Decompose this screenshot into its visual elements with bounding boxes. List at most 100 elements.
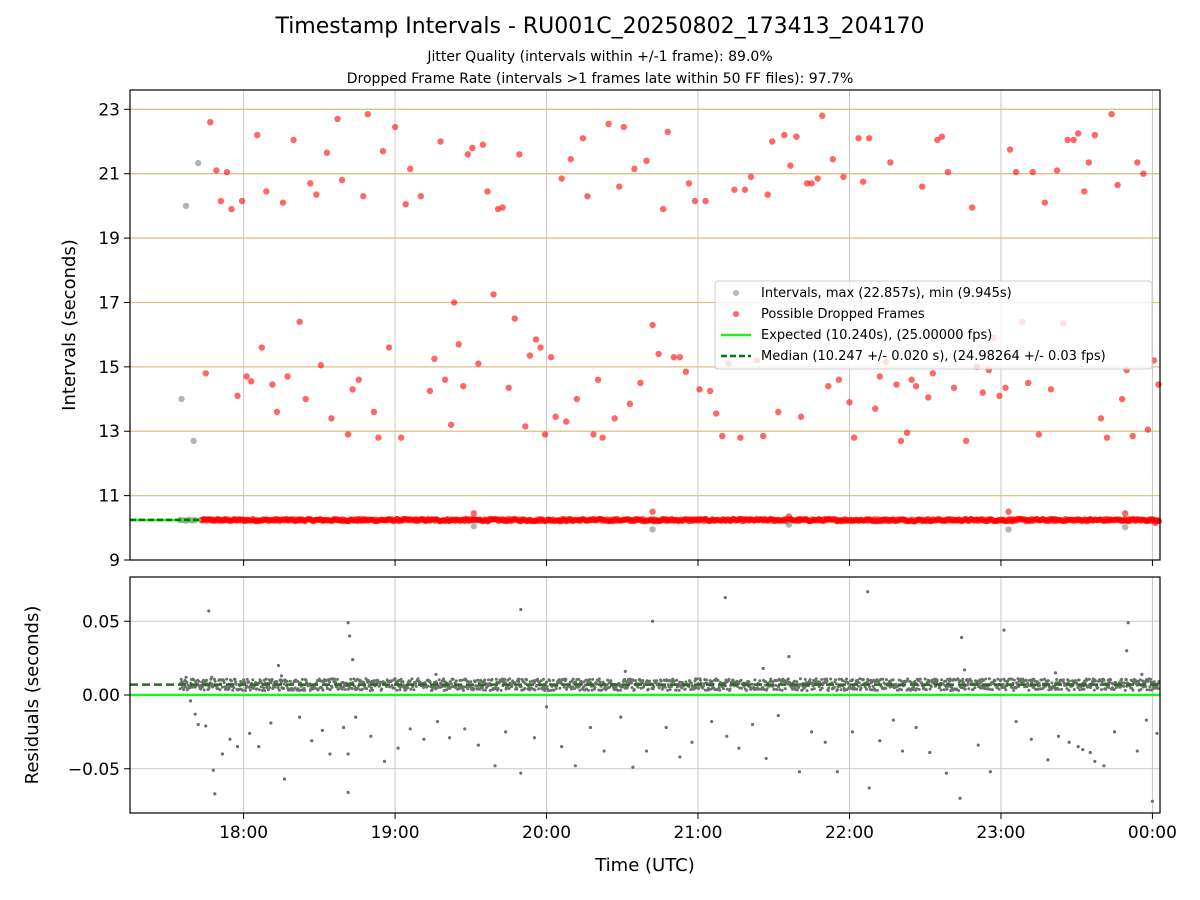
top-ytick-label: 13 bbox=[98, 422, 120, 442]
dropped-frame-point bbox=[781, 131, 788, 139]
dropped-frame-point bbox=[855, 135, 862, 142]
dropped-frame-point bbox=[431, 355, 438, 363]
residual-point bbox=[697, 687, 701, 690]
residual-point bbox=[619, 715, 623, 719]
chart-title: Timestamp Intervals - RU001C_20250802_17… bbox=[275, 14, 925, 39]
residual-point bbox=[1072, 688, 1076, 691]
residual-point bbox=[398, 688, 402, 692]
dropped-frame-point bbox=[360, 193, 367, 200]
dropped-frame-point bbox=[552, 413, 559, 420]
dropped-frame-point bbox=[450, 299, 458, 306]
dropped-frame-point bbox=[247, 378, 255, 385]
residual-point bbox=[1120, 677, 1123, 681]
residual-point bbox=[393, 686, 396, 690]
residual-point bbox=[777, 685, 781, 689]
residual-point bbox=[745, 688, 748, 692]
residual-point bbox=[1146, 679, 1150, 683]
residual-point bbox=[928, 750, 932, 755]
dropped-frame-point bbox=[391, 123, 399, 131]
residual-point bbox=[507, 687, 511, 691]
residual-point bbox=[834, 682, 838, 686]
residual-point bbox=[1094, 679, 1097, 683]
residual-point bbox=[698, 678, 702, 682]
residual-point bbox=[722, 687, 725, 691]
dropped-frame-point bbox=[370, 408, 378, 416]
residual-point bbox=[664, 725, 668, 730]
residual-point bbox=[262, 686, 266, 690]
dropped-frame-point bbox=[379, 147, 387, 155]
dropped-frame-point bbox=[469, 144, 476, 152]
dropped-frame-point bbox=[897, 437, 905, 445]
dropped-frame-point bbox=[1140, 170, 1147, 177]
residual-point bbox=[528, 680, 532, 684]
residual-point bbox=[519, 607, 523, 612]
top-ytick-label: 19 bbox=[98, 229, 120, 249]
residual-point bbox=[401, 680, 405, 684]
residual-point bbox=[935, 678, 939, 682]
residual-point bbox=[979, 680, 983, 684]
residual-point bbox=[772, 687, 776, 691]
residual-point bbox=[591, 677, 595, 681]
residual-point bbox=[544, 705, 549, 709]
dropped-frame-point bbox=[290, 136, 297, 144]
x-tick-label: 20:00 bbox=[522, 823, 571, 843]
dropped-frame-point bbox=[217, 197, 225, 205]
residual-point bbox=[364, 677, 368, 681]
dropped-frame-point bbox=[1041, 199, 1049, 206]
residual-point bbox=[753, 678, 757, 682]
residual-point bbox=[1050, 681, 1054, 685]
dropped-frame-point bbox=[1002, 384, 1009, 391]
residual-point bbox=[1109, 678, 1113, 682]
residual-point bbox=[271, 687, 275, 690]
residual-point bbox=[826, 689, 830, 692]
residual-point bbox=[460, 678, 464, 682]
residual-point bbox=[182, 688, 186, 692]
residual-point bbox=[996, 677, 1000, 681]
residual-point bbox=[476, 678, 479, 682]
residual-point bbox=[186, 683, 190, 687]
residual-point bbox=[899, 679, 903, 683]
residual-point bbox=[328, 688, 332, 692]
residual-point bbox=[1061, 678, 1065, 682]
residual-point bbox=[1011, 686, 1014, 690]
residual-point bbox=[435, 719, 440, 724]
residual-point bbox=[707, 688, 711, 692]
residual-point bbox=[1141, 685, 1145, 689]
residual-point bbox=[674, 688, 678, 692]
residual-point bbox=[472, 687, 476, 691]
residual-point bbox=[1087, 677, 1091, 681]
dropped-frame-point bbox=[929, 370, 936, 377]
residual-point bbox=[266, 688, 270, 692]
residual-point bbox=[207, 609, 211, 613]
residual-point bbox=[202, 688, 206, 692]
residual-point bbox=[204, 724, 208, 728]
dropped-frame-point bbox=[685, 180, 693, 187]
dropped-frame-point bbox=[893, 381, 900, 388]
residual-point bbox=[873, 688, 877, 692]
residual-point bbox=[945, 687, 949, 691]
residual-point bbox=[672, 679, 676, 683]
residual-point bbox=[488, 688, 492, 692]
residual-point bbox=[961, 677, 965, 681]
residual-point bbox=[552, 688, 556, 692]
residual-point bbox=[1010, 677, 1014, 681]
residual-point bbox=[636, 685, 640, 689]
dropped-frame-point bbox=[526, 352, 534, 359]
dropped-frame-point bbox=[407, 165, 414, 173]
residual-point bbox=[442, 689, 446, 692]
residual-point bbox=[268, 686, 272, 690]
residual-point bbox=[542, 677, 545, 681]
residual-point bbox=[808, 678, 812, 682]
residual-point bbox=[997, 687, 1001, 691]
residual-point bbox=[666, 688, 670, 692]
dropped-frame-point bbox=[938, 133, 946, 140]
residual-point bbox=[1138, 678, 1142, 682]
residual-point bbox=[600, 688, 604, 692]
dropped-frame-point bbox=[859, 178, 867, 185]
residual-point bbox=[213, 792, 217, 796]
residual-point bbox=[248, 731, 252, 735]
residual-point bbox=[222, 681, 226, 685]
residual-point bbox=[619, 688, 622, 692]
residual-point bbox=[1096, 686, 1100, 690]
dropped-frame-point bbox=[375, 434, 382, 441]
